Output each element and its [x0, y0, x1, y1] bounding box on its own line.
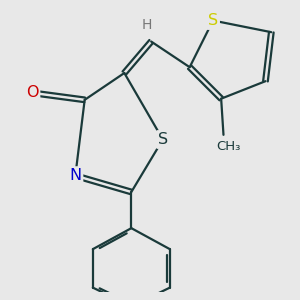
Text: S: S [158, 132, 168, 147]
Text: O: O [26, 85, 38, 100]
Text: H: H [141, 18, 152, 32]
Text: N: N [69, 168, 81, 183]
Text: CH₃: CH₃ [216, 140, 240, 152]
Text: S: S [208, 13, 218, 28]
